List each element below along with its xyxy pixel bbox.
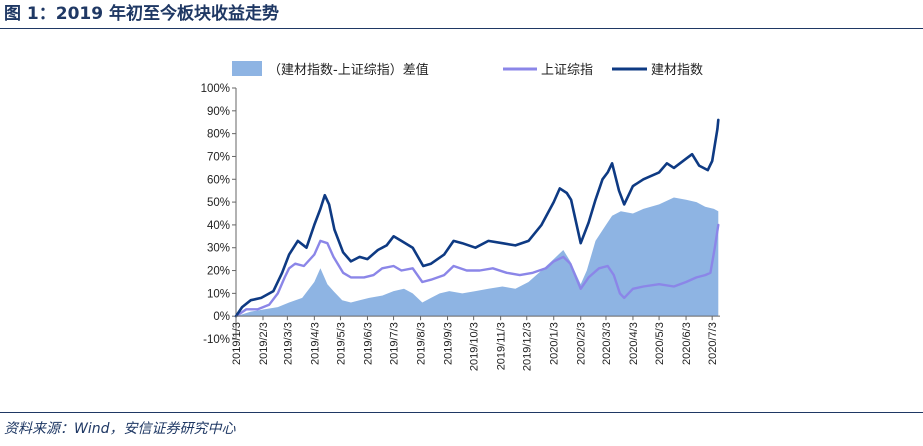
x-axis: 2019/1/3 2019/2/3 2019/3/3 2019/4/3 2019/5/3… bbox=[231, 316, 720, 371]
x-tick-label: 2020/4/3 bbox=[628, 322, 640, 365]
legend-label-diff: （建材指数-上证综指）差值 bbox=[268, 62, 429, 78]
x-tick-label: 2019/9/3 bbox=[443, 322, 455, 365]
y-tick-label: 20% bbox=[207, 266, 230, 278]
y-tick-label: 60% bbox=[207, 174, 230, 186]
y-tick-label: -10% bbox=[203, 334, 230, 346]
y-tick-label: 50% bbox=[207, 197, 230, 209]
x-tick-label: 2020/2/3 bbox=[576, 322, 588, 365]
y-tick-label: 80% bbox=[207, 129, 230, 141]
x-tick-label: 2019/5/3 bbox=[336, 322, 348, 365]
x-tick-label: 2019/2/3 bbox=[258, 322, 270, 365]
x-tick-label: 2019/12/3 bbox=[522, 322, 534, 371]
x-tick-label: 2020/6/3 bbox=[681, 322, 693, 365]
legend-swatch-diff bbox=[232, 61, 262, 76]
y-axis: 100% 90% 80% 70% 60% 50% 40% 30% 20% 10% 0% -10% bbox=[201, 83, 236, 346]
x-tick-label: 2019/4/3 bbox=[309, 322, 321, 365]
chart: 100% 90% 80% 70% 60% 50% 40% 30% 20% 10% 0% -10% 20… bbox=[0, 0, 923, 446]
y-tick-label: 30% bbox=[207, 243, 230, 255]
bottom-rule bbox=[0, 412, 923, 413]
diff-area-layer bbox=[236, 198, 718, 317]
x-tick-label: 2019/8/3 bbox=[416, 322, 428, 365]
source-note: 资料来源：Wind，安信证券研究中心 bbox=[4, 418, 236, 438]
legend-label-shanghai-index: 上证综指 bbox=[541, 63, 593, 78]
legend-label-building-materials: 建材指数 bbox=[651, 63, 703, 78]
x-tick-label: 2019/3/3 bbox=[282, 322, 294, 365]
x-tick-label: 2019/10/3 bbox=[469, 322, 481, 371]
y-tick-label: 90% bbox=[207, 106, 230, 118]
x-tick-label: 2020/3/3 bbox=[601, 322, 613, 365]
x-tick-label: 2020/5/3 bbox=[654, 322, 666, 365]
legend: （建材指数-上证综指）差值 上证综指 建材指数 bbox=[232, 61, 703, 78]
x-tick-label: 2019/1/3 bbox=[231, 322, 243, 365]
y-tick-label: 10% bbox=[207, 288, 230, 300]
x-tick-label: 2019/6/3 bbox=[362, 322, 374, 365]
x-tick-label: 2019/7/3 bbox=[389, 322, 401, 365]
x-tick-label: 2020/1/3 bbox=[549, 322, 561, 365]
y-tick-label: 0% bbox=[213, 311, 230, 323]
x-tick-label: 2019/11/3 bbox=[496, 322, 508, 370]
y-tick-label: 70% bbox=[207, 151, 230, 163]
series-area-diff bbox=[236, 198, 718, 317]
x-tick-label: 2020/7/3 bbox=[707, 322, 719, 365]
y-tick-label: 100% bbox=[201, 83, 230, 95]
y-tick-label: 40% bbox=[207, 220, 230, 232]
